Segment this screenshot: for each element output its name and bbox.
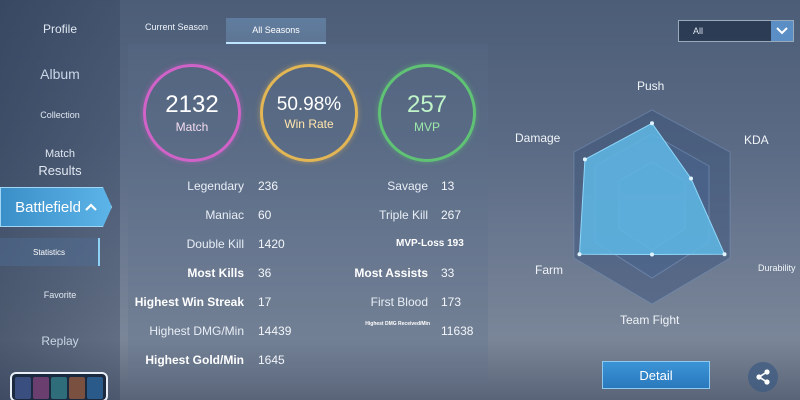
stat-value-most-kills: 36 — [258, 266, 272, 280]
radar-point-push — [650, 121, 654, 126]
radar-point-damage — [582, 157, 587, 162]
stat-value-double-kill: 1420 — [258, 237, 285, 251]
stat-label-highest-dmg-received-min: Highest DMG Received/Min — [365, 321, 430, 327]
share-button[interactable] — [748, 362, 778, 392]
radar-label-push: Push — [637, 79, 665, 93]
sidebar-item-replay[interactable]: Replay — [41, 334, 79, 348]
sidebar-item-label: Battlefield — [15, 198, 81, 216]
stat-value-triple-kill: 267 — [441, 208, 462, 222]
stat-label-first-blood: First Blood — [370, 295, 428, 309]
thumb-card — [87, 377, 103, 399]
filter-value: All — [693, 26, 704, 36]
mvp-ring: 257 MVP — [378, 64, 476, 162]
stat-label-triple-kill: Triple Kill — [379, 208, 428, 222]
radar-hex-inner — [618, 161, 686, 251]
stat-label-legendary: Legendary — [187, 179, 244, 193]
radar-label-durability: Durability — [758, 263, 796, 273]
radar-point-farm — [577, 252, 582, 257]
sidebar-item-statistics[interactable]: Statistics — [0, 238, 100, 266]
hero-thumbnail[interactable] — [10, 372, 108, 400]
stat-value-most-assists: 33 — [441, 266, 455, 280]
stat-label-highest-win-streak: Highest Win Streak — [134, 295, 244, 309]
match-count: 2132 — [165, 90, 219, 118]
sidebar-item-match-results-line1[interactable]: Match — [45, 148, 75, 160]
stat-label-most-assists: Most Assists — [354, 266, 428, 280]
stat-label-highest-dmg-min: Highest DMG/Min — [149, 324, 244, 338]
detail-button[interactable]: Detail — [602, 361, 710, 389]
stat-value-highest-win-streak: 17 — [258, 295, 272, 309]
stat-value-highest-dmg-min: 14439 — [258, 324, 292, 338]
sidebar-item-battlefield[interactable]: Battlefield — [0, 187, 112, 227]
stat-value-first-blood: 173 — [441, 295, 462, 309]
radar-hex-outer — [573, 109, 731, 305]
stat-label-highest-gold-min: Highest Gold/Min — [145, 353, 244, 367]
radar-area — [578, 122, 726, 256]
sidebar-item-match-results-line2[interactable]: Results — [38, 163, 82, 178]
win-rate-label: Win Rate — [284, 117, 334, 132]
thumb-card — [51, 377, 67, 399]
mvp-count: 257 — [406, 90, 448, 118]
thumb-card — [15, 377, 31, 399]
sidebar-item-favorite[interactable]: Favorite — [43, 290, 77, 300]
tab-current-season[interactable]: Current Season — [145, 22, 209, 32]
stat-label-maniac: Maniac — [205, 208, 244, 222]
stat-label-double-kill: Double Kill — [186, 237, 244, 251]
radar-point-durability — [722, 252, 727, 257]
thumb-card — [33, 377, 49, 399]
stat-value-savage: 13 — [441, 179, 455, 193]
tab-all-seasons[interactable]: All Seasons — [226, 18, 326, 44]
chevron-up-icon — [85, 203, 97, 211]
sidebar-item-album[interactable]: Album — [40, 66, 80, 82]
mvp-label: MVP — [413, 120, 440, 135]
radar-hex-mid — [594, 133, 710, 279]
stat-value-mvp-loss: 193 — [447, 238, 464, 249]
win-rate-ring: 50.98% Win Rate — [260, 64, 358, 162]
sidebar-item-collection[interactable]: Collection — [40, 110, 80, 120]
season-filter-dropdown[interactable]: All — [678, 20, 794, 42]
stat-mvp-loss: MVP-Loss 193 — [396, 238, 464, 249]
match-count-ring: 2132 Match — [143, 64, 241, 162]
radar-label-kda: KDA — [744, 133, 769, 147]
thumb-card — [69, 377, 85, 399]
win-rate-value: 50.98% — [276, 93, 342, 115]
radar-point-team_fight — [650, 252, 654, 257]
sidebar-item-profile[interactable]: Profile — [42, 22, 77, 36]
radar-label-team-fight: Team Fight — [620, 313, 680, 327]
stat-value-legendary: 236 — [258, 179, 279, 193]
chevron-down-icon — [771, 21, 793, 41]
radar-label-damage: Damage — [515, 131, 561, 145]
stat-label-most-kills: Most Kills — [187, 266, 244, 280]
stat-value-maniac: 60 — [258, 208, 272, 222]
stat-value-highest-dmg-received-min: 11638 — [441, 324, 474, 338]
stat-label-mvp-loss: MVP-Loss — [396, 238, 445, 249]
radar-point-kda — [689, 176, 693, 181]
share-icon — [756, 369, 770, 385]
stat-value-highest-gold-min: 1645 — [258, 353, 285, 367]
radar-label-farm: Farm — [535, 263, 563, 277]
match-label: Match — [175, 120, 209, 135]
stat-label-savage: Savage — [387, 179, 428, 193]
